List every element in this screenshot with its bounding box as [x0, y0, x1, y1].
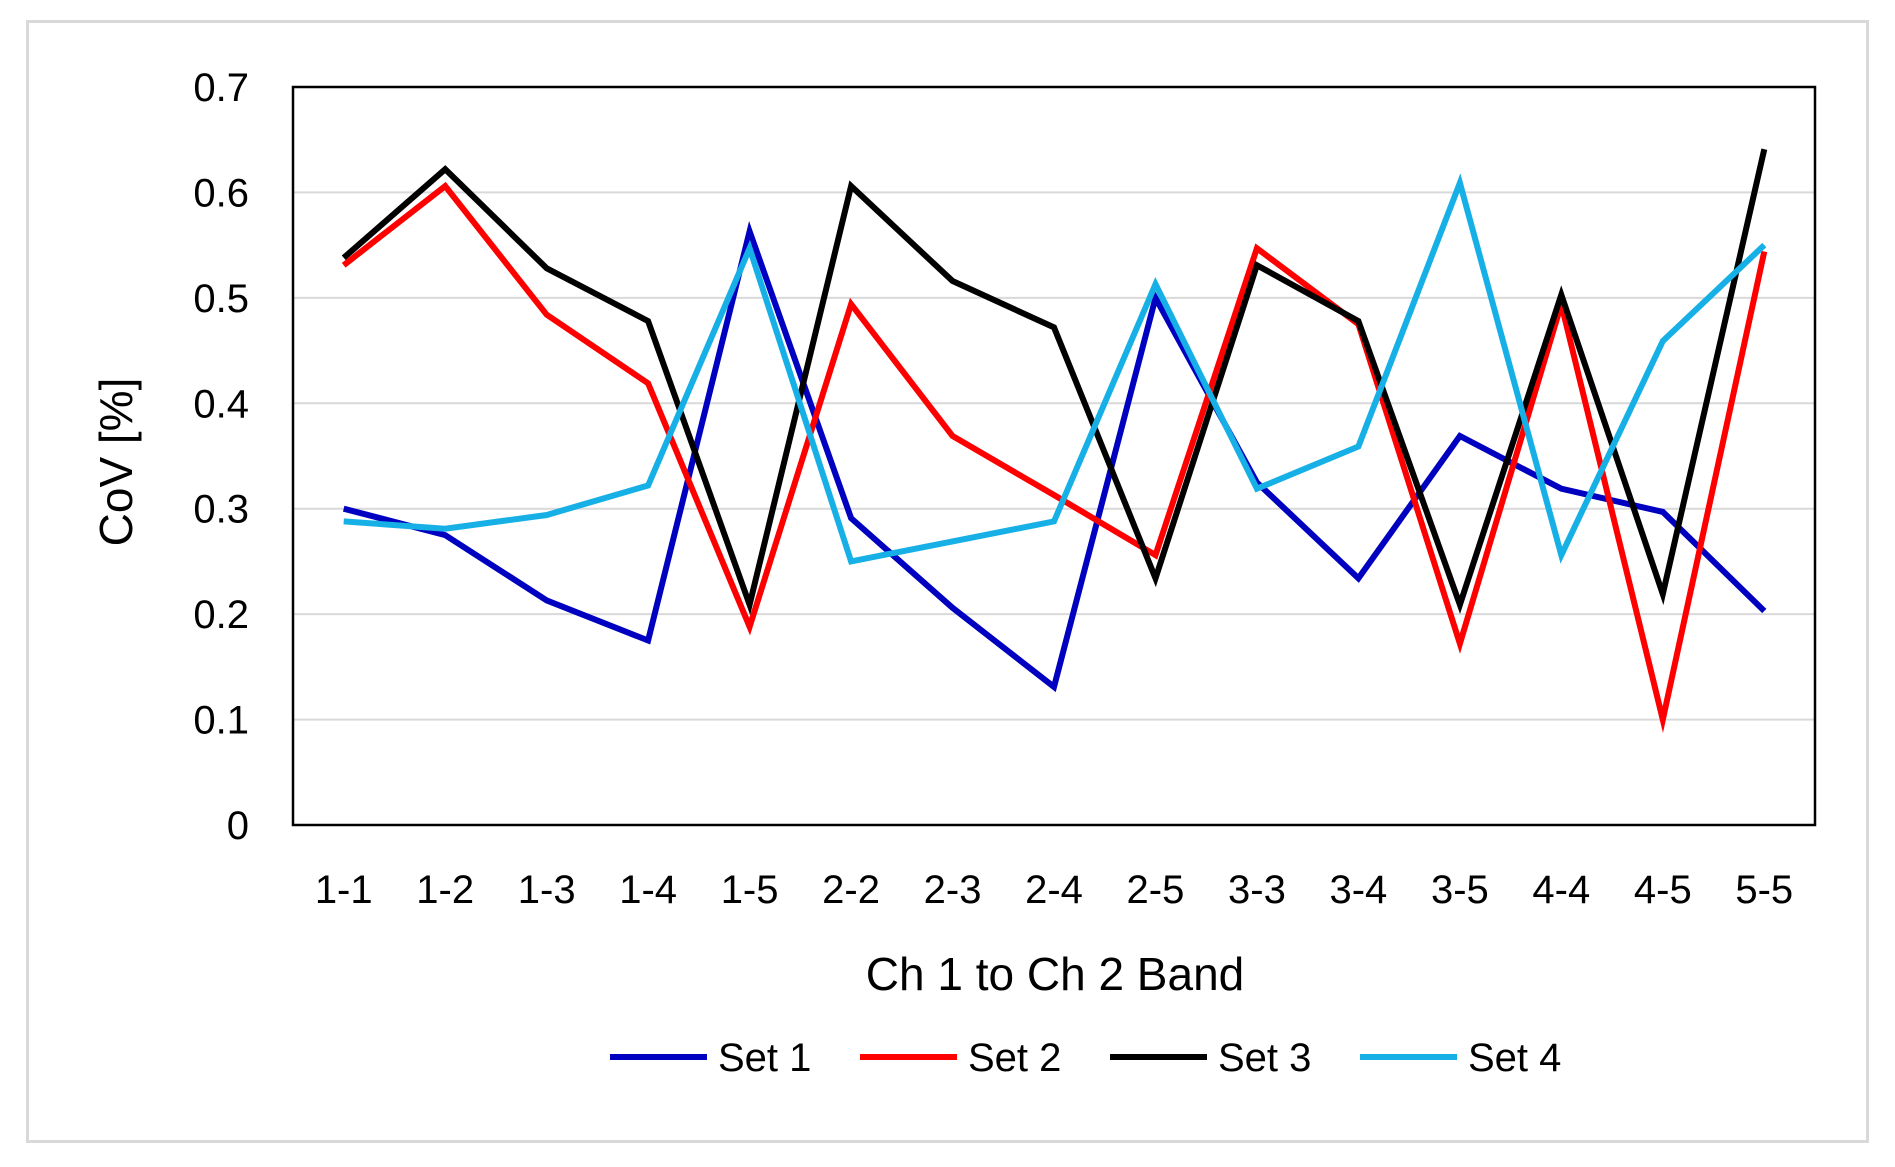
x-tick-label: 3-4	[1329, 868, 1387, 912]
chart-frame	[26, 20, 1869, 1143]
y-tick-label: 0	[227, 804, 249, 848]
y-tick-labels: 0 0.1 0.2 0.3 0.4 0.5 0.6 0.7	[193, 66, 249, 848]
series-line-set-1	[342, 220, 1767, 693]
x-tick-labels: 1-1 1-2 1-3 1-4 1-5 2-2 2-3 2-4 2-5 3-3 3-4 3-5 4-4 4…	[315, 868, 1793, 912]
y-axis-title: CoV [%]	[90, 378, 142, 547]
series-line-set-4	[343, 173, 1767, 565]
x-tick-label: 1-3	[518, 868, 576, 912]
plot-area-border	[291, 85, 1817, 827]
x-tick-label: 4-5	[1634, 868, 1692, 912]
y-tick-label: 0.3	[193, 488, 249, 532]
x-tick-label: 3-5	[1431, 868, 1489, 912]
x-tick-label: 2-2	[822, 868, 880, 912]
x-tick-label: 5-5	[1735, 868, 1793, 912]
x-tick-label: 3-3	[1228, 868, 1286, 912]
y-tick-label: 0.7	[193, 66, 249, 110]
x-tick-label: 1-2	[416, 868, 474, 912]
legend-label-set-4: Set 4	[1468, 1036, 1561, 1080]
x-tick-label: 1-5	[721, 868, 779, 912]
x-tick-label: 4-4	[1532, 868, 1590, 912]
y-tick-label: 0.4	[193, 382, 249, 426]
x-tick-label: 2-5	[1127, 868, 1185, 912]
axes	[291, 85, 1817, 827]
series-line-set-3	[341, 148, 1768, 616]
y-tick-label: 0.5	[193, 277, 249, 321]
x-tick-label: 1-1	[315, 868, 373, 912]
y-tick-label: 0.1	[193, 699, 249, 743]
y-tick-label: 0.6	[193, 171, 249, 215]
legend: Set 1 Set 2 Set 3 Set 4	[610, 1036, 1561, 1080]
legend-label-set-2: Set 2	[968, 1036, 1061, 1080]
x-tick-label: 1-4	[619, 868, 677, 912]
legend-label-set-1: Set 1	[718, 1036, 811, 1080]
x-axis-title: Ch 1 to Ch 2 Band	[866, 948, 1244, 1000]
x-tick-label: 2-3	[924, 868, 982, 912]
series-lines	[341, 148, 1768, 733]
x-tick-label: 2-4	[1025, 868, 1083, 912]
series-line-set-2	[341, 181, 1768, 733]
legend-label-set-3: Set 3	[1218, 1036, 1311, 1080]
y-tick-label: 0.2	[193, 593, 249, 637]
